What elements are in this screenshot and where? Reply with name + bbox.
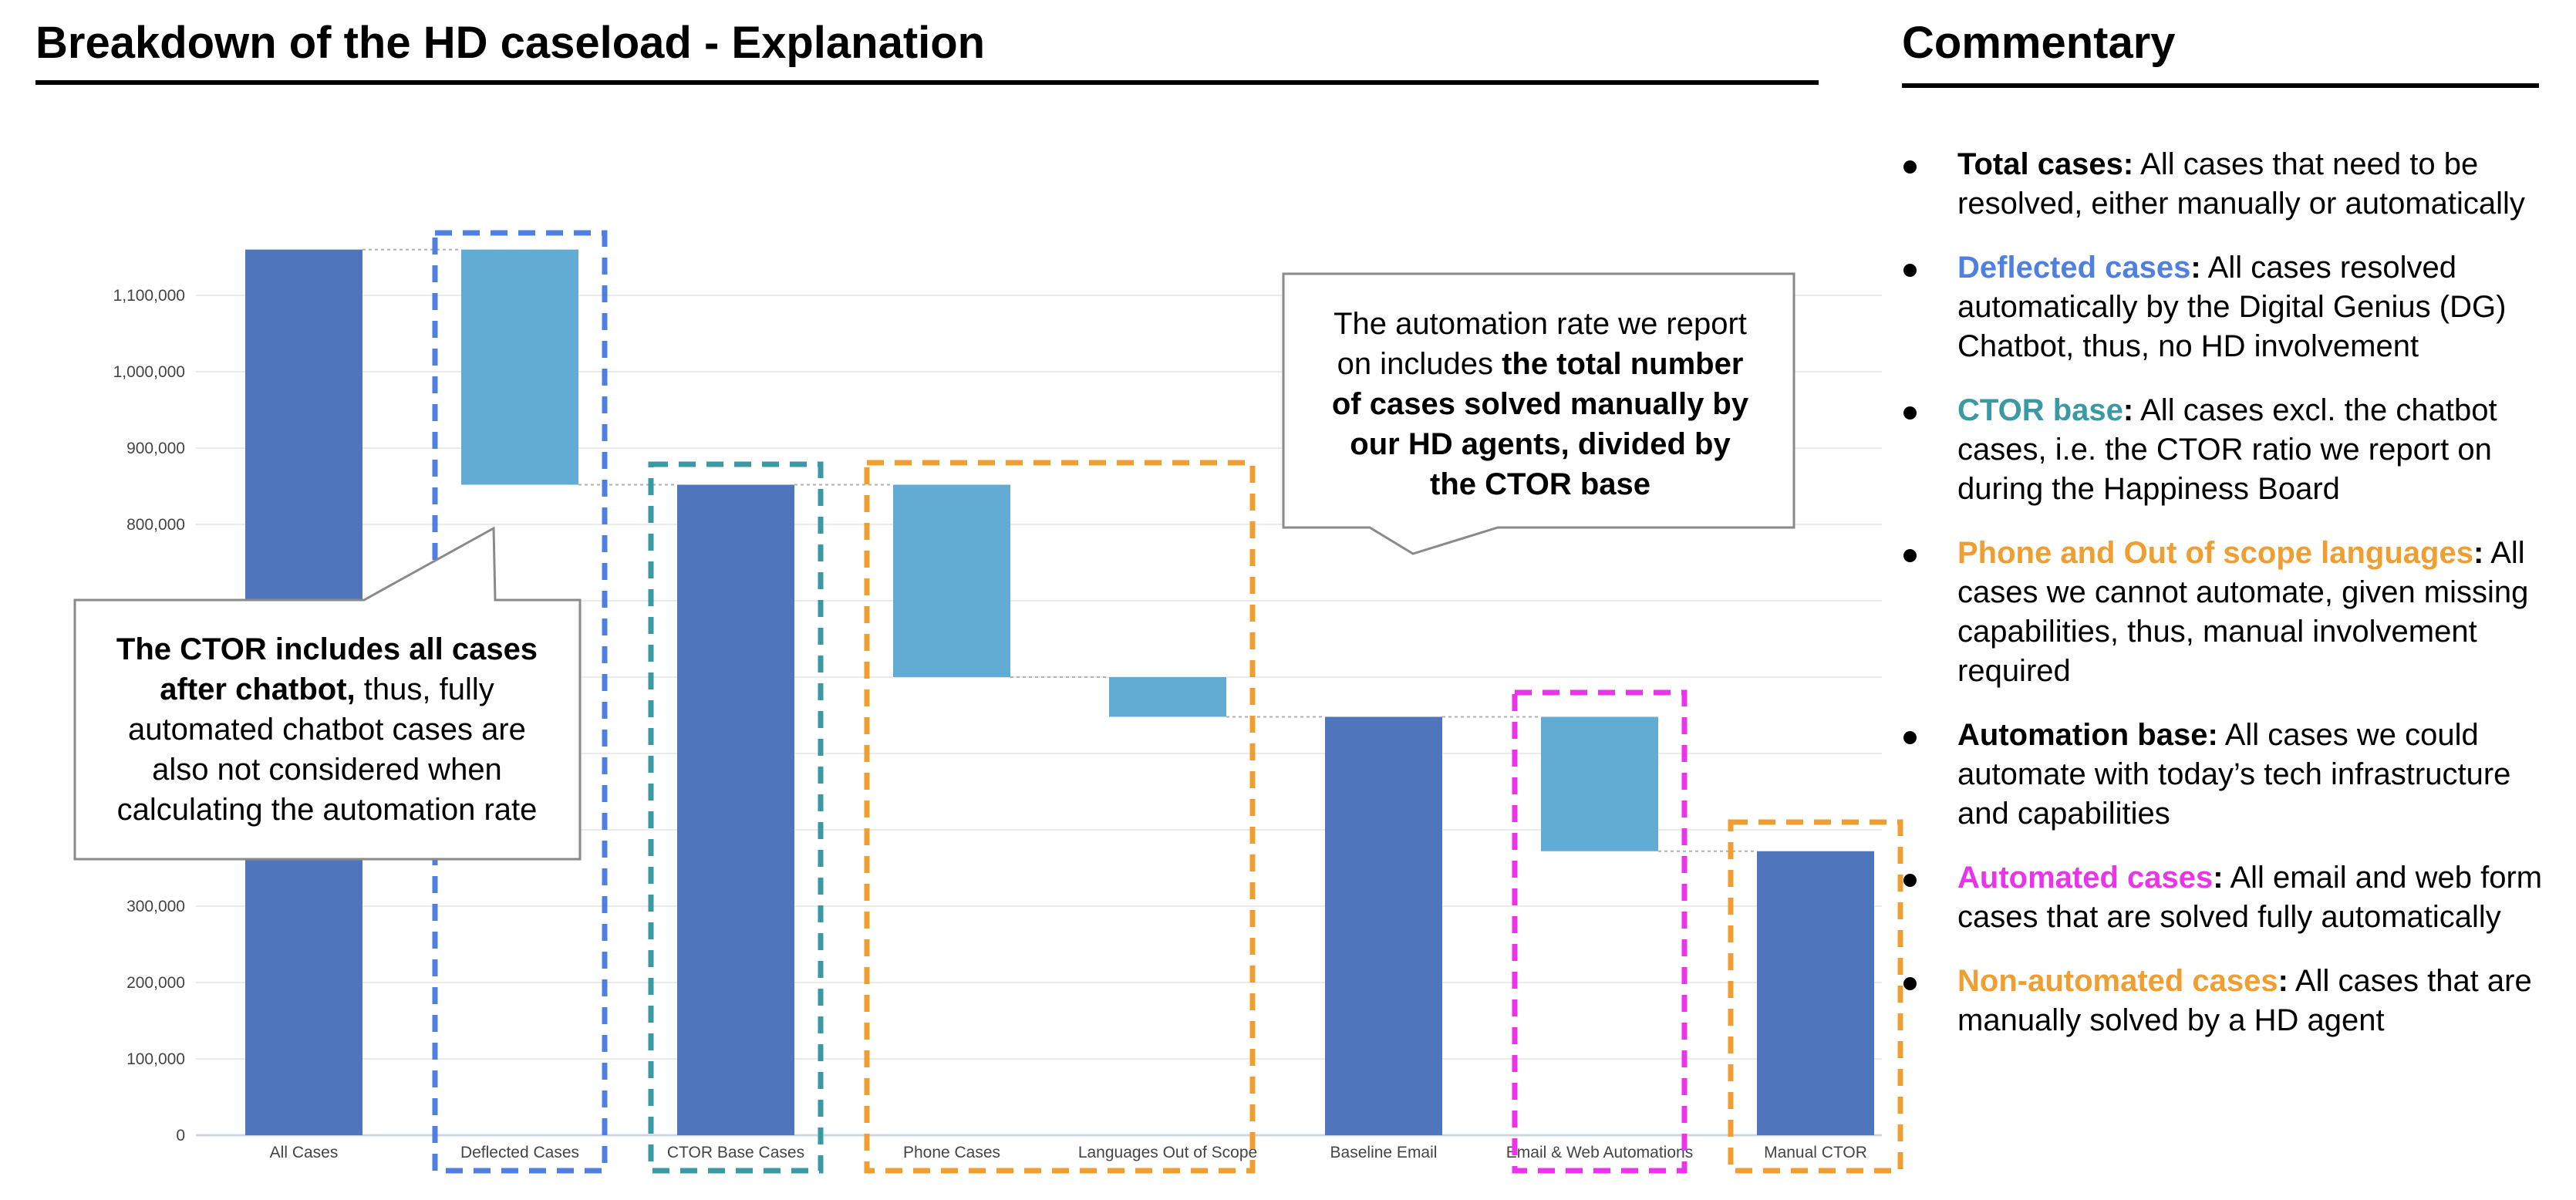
ctor-callout-line-4: also not considered when [152,753,502,787]
bar [1757,851,1874,1135]
commentary-colon: : [2278,964,2288,998]
x-tick-label: Deflected Cases [460,1144,579,1161]
commentary-term: Deflected cases [1957,251,2191,285]
ctor-callout-line-5: calculating the automation rate [116,793,538,827]
x-tick-label: CTOR Base Cases [667,1144,804,1161]
commentary-text: All email and web form cases that are so… [1957,861,2543,934]
commentary-text: All cases excl. the chatbot cases, i.e. … [1957,393,2497,506]
commentary-term: CTOR base [1957,393,2123,427]
bullet-icon [1903,549,1917,562]
bullet-icon [1903,406,1917,420]
commentary-item: Automated cases: All email and web form … [1903,858,2551,937]
automation-callout-line-1: The automation rate we report [1334,307,1747,341]
bullet-icon [1903,874,1917,887]
ctor-callout-line-3: automated chatbot cases are [128,713,526,747]
commentary-colon: : [2123,393,2134,427]
highlight-box [432,230,608,1174]
commentary-term: Automated cases [1957,861,2214,895]
x-tick-label: All Cases [270,1144,339,1161]
commentary-item: Deflected cases: All cases resolved auto… [1903,248,2551,366]
bar [461,249,578,485]
commentary-list: Total cases: All cases that need to be r… [1903,145,2551,1065]
commentary-title: Commentary [1902,18,2176,68]
y-tick-label: 800,000 [126,516,185,534]
ctor-callout-text: The CTOR includes all cases after chatbo… [77,629,577,830]
automation-callout-line-2a: on includes [1337,347,1502,381]
automation-callout-line-3: of cases solved manually by [1331,387,1749,421]
bar [893,484,1010,677]
x-tick-label: Baseline Email [1330,1144,1438,1161]
ctor-callout-bold-2: after chatbot, [160,672,356,706]
highlight-box [648,461,824,1174]
bullet-icon [1903,731,1917,744]
page-title: Breakdown of the HD caseload - Explanati… [35,18,986,68]
commentary-underline [1902,83,2539,88]
commentary-text: All cases we cannot automate, given miss… [1957,536,2529,688]
bar [677,484,794,1135]
commentary-text: All cases we could automate with today’s… [1957,718,2511,831]
bullet-icon [1903,264,1917,277]
x-tick-label: Languages Out of Scope [1078,1144,1257,1161]
y-tick-label: 300,000 [126,898,185,915]
x-tick-label: Email & Web Automations [1506,1144,1693,1161]
commentary-text: All cases that need to be resolved, eith… [1957,147,2525,221]
commentary-term: Non-automated cases [1957,964,2278,998]
commentary-item: Automation base: All cases we could auto… [1903,716,2551,834]
y-tick-label: 900,000 [126,440,185,457]
y-tick-label: 1,000,000 [113,363,185,381]
commentary-term: Phone and Out of scope languages [1957,536,2473,570]
automation-callout-box [1282,272,1795,555]
x-tick-label: Manual CTOR [1764,1144,1867,1161]
waterfall-chart: 0 100,000 200,000 300,000 800,000 900,000 1,00… [73,230,1903,1174]
bullet-icon [1903,160,1917,174]
highlight-box [1728,819,1903,1174]
y-tick-label: 100,000 [126,1050,185,1068]
commentary-item: Phone and Out of scope languages: All ca… [1903,534,2551,691]
ctor-callout-box [73,526,582,861]
automation-callout-text: The automation rate we report on include… [1285,304,1795,504]
highlight-box [1512,689,1688,1174]
highlight-box [864,460,1256,1174]
automation-callout-line-4: our HD agents, divided by [1350,427,1731,461]
commentary-colon: : [2213,861,2224,895]
y-tick-label: 0 [176,1127,185,1144]
ctor-callout-bold-1: The CTOR includes all cases [116,632,538,666]
x-tick-label: Phone Cases [903,1144,1000,1161]
y-tick-label: 200,000 [126,974,185,992]
commentary-text: All cases that are manually solved by a … [1957,964,2532,1037]
ctor-callout-rest-2: thus, fully [355,672,494,706]
commentary-text: All cases resolved automatically by the … [1957,251,2507,363]
y-tick-label: 1,100,000 [113,287,185,305]
commentary-term: Total cases: [1957,147,2134,181]
bar [1109,677,1226,717]
bar [1541,716,1658,851]
bar [1325,716,1442,1135]
title-underline [35,80,1819,85]
commentary-item: Non-automated cases: All cases that are … [1903,962,2551,1040]
commentary-item: Total cases: All cases that need to be r… [1903,145,2551,224]
commentary-term: Automation base: [1957,718,2218,752]
commentary-item: CTOR base: All cases excl. the chatbot c… [1903,391,2551,509]
automation-callout-line-2b: the total number [1502,347,1744,381]
commentary-colon: : [2473,536,2484,570]
automation-callout-line-5: the CTOR base [1430,467,1650,501]
bullet-icon [1903,977,1917,990]
commentary-colon: : [2190,251,2201,285]
